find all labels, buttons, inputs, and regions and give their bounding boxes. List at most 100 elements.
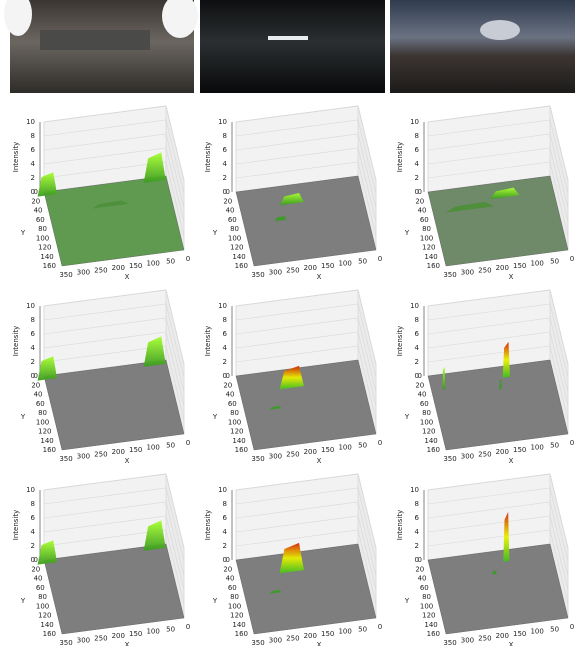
surface-plot: 0246810Intensity020406080100120140160Y35… (12, 106, 190, 281)
y-tick-label: 100 (420, 418, 433, 426)
z-tick-label: 10 (218, 118, 227, 126)
y-tick-label: 80 (38, 409, 47, 417)
z-tick-label: 2 (415, 358, 419, 366)
y-tick-label: 40 (34, 207, 43, 215)
y-tick-label: 40 (34, 575, 43, 583)
y-tick-label: 20 (415, 197, 424, 205)
y-tick-label: 20 (223, 381, 232, 389)
y-tick-label: 0 (34, 372, 38, 380)
z-tick-label: 10 (410, 486, 419, 494)
y-tick-label: 140 (232, 437, 245, 445)
surface-plot: 0246810Intensity020406080100120140160Y35… (396, 106, 574, 281)
y-axis-label: Y (404, 413, 410, 421)
x-tick-label: 300 (269, 453, 282, 461)
z-tick-label: 4 (415, 344, 420, 352)
x-tick-label: 200 (112, 632, 125, 640)
y-tick-label: 120 (230, 612, 243, 620)
y-tick-label: 60 (228, 216, 237, 224)
z-tick-label: 4 (223, 344, 228, 352)
x-tick-label: 300 (461, 637, 474, 645)
panorama-cloud (480, 20, 520, 40)
y-tick-label: 0 (418, 556, 422, 564)
y-tick-label: 160 (427, 630, 440, 638)
y-tick-label: 100 (228, 602, 241, 610)
z-tick-label: 6 (415, 514, 420, 522)
x-tick-label: 150 (129, 446, 142, 454)
x-tick-label: 350 (251, 271, 264, 279)
y-tick-label: 80 (422, 225, 431, 233)
y-axis-label: Y (212, 597, 218, 605)
y-tick-label: 160 (43, 446, 56, 454)
y-tick-label: 20 (415, 565, 424, 573)
z-tick-label: 8 (31, 316, 35, 324)
y-tick-label: 0 (418, 188, 422, 196)
z-tick-label: 2 (31, 542, 35, 550)
x-tick-label: 0 (186, 255, 190, 263)
y-tick-label: 140 (232, 621, 245, 629)
x-tick-label: 150 (321, 630, 334, 638)
y-tick-label: 60 (420, 584, 429, 592)
x-tick-label: 200 (304, 448, 317, 456)
x-tick-label: 50 (166, 257, 175, 265)
y-tick-label: 160 (43, 262, 56, 270)
x-tick-label: 300 (269, 637, 282, 645)
y-axis-label: Y (404, 229, 410, 237)
z-tick-label: 8 (223, 500, 227, 508)
x-axis-label: X (509, 457, 514, 465)
z-tick-label: 2 (415, 542, 419, 550)
surface-plot: 0246810Intensity020406080100120140160Y35… (396, 474, 574, 646)
z-tick-label: 8 (415, 316, 419, 324)
surface-plot: 0246810Intensity020406080100120140160Y35… (204, 474, 382, 646)
z-tick-label: 6 (223, 514, 228, 522)
y-tick-label: 80 (230, 225, 239, 233)
y-tick-label: 100 (420, 602, 433, 610)
z-tick-label: 6 (31, 514, 36, 522)
x-axis-label: X (317, 273, 322, 281)
panorama-light (268, 36, 308, 40)
plots: 0246810Intensity020406080100120140160Y35… (12, 106, 574, 646)
y-tick-label: 20 (31, 381, 40, 389)
z-axis-label: Intensity (396, 142, 404, 172)
y-tick-label: 120 (230, 428, 243, 436)
y-tick-label: 60 (228, 400, 237, 408)
z-tick-label: 4 (31, 160, 36, 168)
x-tick-label: 100 (338, 260, 351, 268)
x-tick-label: 150 (513, 446, 526, 454)
x-tick-label: 350 (251, 455, 264, 463)
z-tick-label: 6 (31, 330, 36, 338)
x-tick-label: 350 (443, 271, 456, 279)
z-tick-label: 2 (223, 542, 227, 550)
x-tick-label: 250 (94, 266, 107, 274)
x-tick-label: 250 (478, 450, 491, 458)
surface-floor (236, 360, 376, 450)
y-tick-label: 160 (235, 630, 248, 638)
y-tick-label: 80 (422, 593, 431, 601)
y-tick-label: 40 (226, 575, 235, 583)
z-axis-label: Intensity (12, 326, 20, 356)
x-axis-label: X (509, 273, 514, 281)
x-tick-label: 200 (304, 632, 317, 640)
x-tick-label: 150 (321, 446, 334, 454)
surface-floor (428, 360, 568, 450)
x-tick-label: 0 (570, 439, 574, 447)
y-tick-label: 0 (226, 372, 230, 380)
y-tick-label: 40 (34, 391, 43, 399)
z-tick-label: 8 (223, 132, 227, 140)
z-tick-label: 4 (415, 160, 420, 168)
z-tick-label: 10 (218, 486, 227, 494)
x-tick-label: 250 (286, 634, 299, 642)
x-tick-label: 250 (478, 266, 491, 274)
y-tick-label: 120 (38, 428, 51, 436)
z-tick-label: 10 (26, 118, 35, 126)
x-tick-label: 50 (358, 441, 367, 449)
y-tick-label: 140 (232, 253, 245, 261)
x-tick-label: 150 (129, 630, 142, 638)
x-tick-label: 0 (186, 623, 190, 631)
z-tick-label: 4 (415, 528, 420, 536)
z-axis-label: Intensity (12, 142, 20, 172)
surface-plot: 0246810Intensity020406080100120140160Y35… (204, 106, 382, 281)
y-tick-label: 140 (40, 437, 53, 445)
x-tick-label: 0 (378, 439, 382, 447)
surface-floor (44, 544, 184, 634)
z-axis-label: Intensity (204, 510, 212, 540)
